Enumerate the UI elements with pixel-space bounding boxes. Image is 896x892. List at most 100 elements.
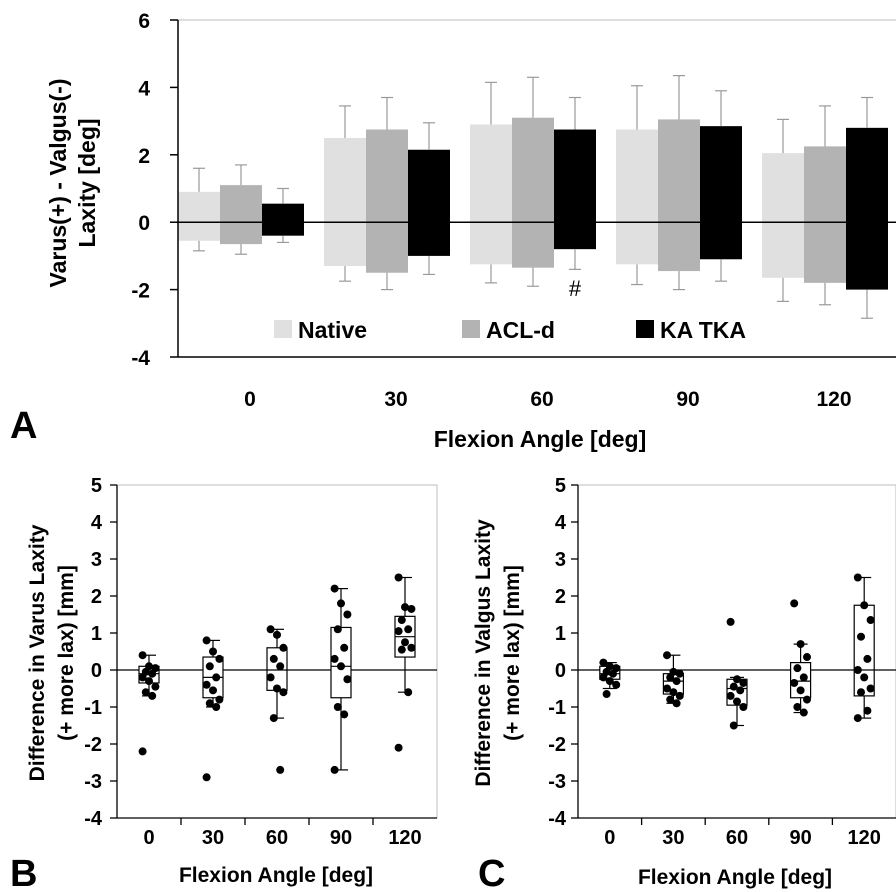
y-tick-label: 1 xyxy=(555,623,566,645)
panel-c-letter: C xyxy=(478,853,505,892)
data-point xyxy=(276,662,285,671)
data-point xyxy=(793,703,802,711)
data-point xyxy=(215,695,224,704)
data-point xyxy=(330,584,339,593)
data-point xyxy=(215,654,224,663)
panel-a-letter: A xyxy=(10,405,37,447)
x-tick-label: 120 xyxy=(848,827,881,849)
data-point xyxy=(790,678,799,687)
x-tick-label: 120 xyxy=(816,388,851,411)
data-point xyxy=(675,669,684,678)
panel-a-bars xyxy=(178,117,888,290)
x-tick-label: 0 xyxy=(143,827,154,849)
y-tick-label: -4 xyxy=(131,347,150,370)
bar-valgus xyxy=(554,222,596,250)
data-point xyxy=(666,695,675,704)
data-point xyxy=(799,708,808,717)
data-point xyxy=(340,710,349,719)
data-point xyxy=(343,675,352,684)
data-point xyxy=(736,686,745,695)
bar-valgus xyxy=(324,222,366,267)
data-point xyxy=(803,653,811,662)
x-tick-label: 0 xyxy=(244,388,256,411)
bar-valgus xyxy=(408,222,450,256)
y-tick-label: -2 xyxy=(548,734,566,756)
data-point xyxy=(401,603,409,612)
data-point xyxy=(605,677,614,686)
data-point xyxy=(790,599,799,608)
bar-valgus xyxy=(366,222,408,273)
y-tick-label: 2 xyxy=(91,586,102,608)
data-point xyxy=(212,703,221,711)
data-point xyxy=(796,640,805,649)
y-tick-label: -2 xyxy=(84,734,102,756)
data-point xyxy=(148,691,157,700)
panel-a-y-axis-label-line2: Laxity [deg] xyxy=(74,118,100,247)
panel-b-box-plot: -4 -3 -2 -1 0 1 2 3 4 5 0 30 60 90 120 Difference in V… xyxy=(10,475,438,892)
x-tick-label: 60 xyxy=(726,827,748,849)
x-tick-label: 60 xyxy=(266,827,288,849)
y-tick-label: -3 xyxy=(548,771,566,793)
x-tick-label: 90 xyxy=(676,388,699,411)
plot-frame xyxy=(577,484,896,819)
bar-valgus xyxy=(512,222,554,268)
data-point xyxy=(266,625,275,634)
bar-varus xyxy=(846,127,888,223)
data-point xyxy=(266,673,275,682)
data-point xyxy=(407,643,416,652)
data-point xyxy=(860,673,869,682)
data-point xyxy=(672,677,681,686)
data-point xyxy=(853,666,862,674)
data-point xyxy=(857,688,865,697)
data-point xyxy=(612,680,621,689)
legend-label: Native xyxy=(298,317,367,343)
y-tick-label: 5 xyxy=(555,475,566,497)
bar-varus xyxy=(554,129,596,223)
y-tick-label: -1 xyxy=(84,697,102,719)
bar-valgus xyxy=(762,222,804,278)
data-point xyxy=(273,630,281,639)
y-tick-label: 0 xyxy=(91,660,102,682)
data-point xyxy=(863,654,872,663)
data-point xyxy=(145,677,153,686)
data-point xyxy=(202,680,211,689)
data-point xyxy=(407,604,416,613)
data-point xyxy=(866,616,875,625)
bar-varus xyxy=(408,149,450,223)
panel-c-y-axis-label-line2: (+ more lax) [mm] xyxy=(501,565,524,741)
data-point xyxy=(666,673,675,682)
data-point xyxy=(404,625,413,634)
data-point xyxy=(202,636,211,645)
data-point xyxy=(796,686,805,695)
data-point xyxy=(853,573,862,582)
data-point xyxy=(138,651,147,660)
x-tick-label: 120 xyxy=(388,827,421,849)
data-point xyxy=(394,743,403,752)
y-tick-label: 4 xyxy=(555,512,567,534)
data-point xyxy=(269,714,278,723)
data-point xyxy=(733,697,741,706)
data-point xyxy=(212,673,221,682)
data-point xyxy=(340,643,349,652)
bar-varus xyxy=(366,129,408,223)
panel-a-y-axis-label: Varus(+) - Valgus(-) xyxy=(45,79,71,288)
data-point xyxy=(733,675,741,684)
data-point xyxy=(729,721,738,730)
y-tick-label: 2 xyxy=(138,145,150,168)
data-point xyxy=(599,658,608,667)
legend-swatch xyxy=(274,320,292,338)
data-point xyxy=(857,632,865,641)
data-point xyxy=(866,684,875,693)
panel-a-bar-chart: 0 30 60 90 120 -4 -2 0 2 4 6 # Native ACL-d KA TKA Va… xyxy=(10,10,896,452)
data-point xyxy=(202,773,211,782)
legend-swatch xyxy=(636,320,654,338)
bar-varus xyxy=(658,119,700,223)
data-point xyxy=(209,686,217,695)
data-point xyxy=(672,699,681,708)
data-point xyxy=(397,645,406,654)
bar-valgus xyxy=(220,222,262,245)
bar-varus xyxy=(178,191,220,223)
data-point xyxy=(343,610,352,619)
data-point xyxy=(279,688,288,697)
y-tick-label: 1 xyxy=(91,623,102,645)
